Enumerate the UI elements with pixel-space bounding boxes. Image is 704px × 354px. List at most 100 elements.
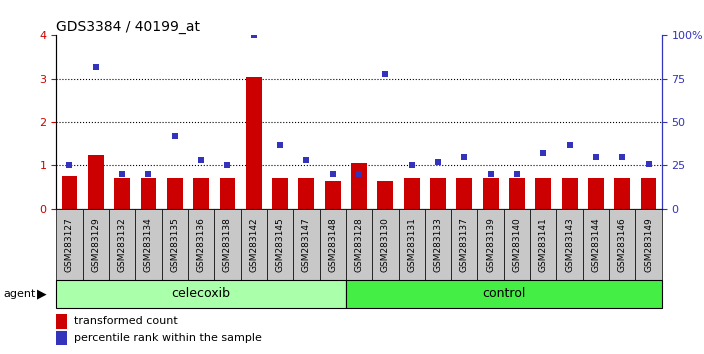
Point bbox=[353, 171, 365, 177]
Bar bbox=[377, 181, 394, 209]
Text: GSM283134: GSM283134 bbox=[144, 217, 153, 272]
Text: GSM283128: GSM283128 bbox=[355, 217, 363, 272]
Bar bbox=[615, 178, 630, 209]
Text: GSM283142: GSM283142 bbox=[249, 217, 258, 272]
Text: transformed count: transformed count bbox=[75, 316, 178, 326]
Bar bbox=[141, 178, 156, 209]
Bar bbox=[483, 178, 498, 209]
Bar bbox=[536, 178, 551, 209]
Bar bbox=[82, 209, 109, 280]
Text: control: control bbox=[482, 287, 525, 300]
Bar bbox=[641, 178, 657, 209]
Text: GSM283131: GSM283131 bbox=[407, 217, 416, 272]
Text: GSM283149: GSM283149 bbox=[644, 217, 653, 272]
Bar bbox=[456, 178, 472, 209]
Bar bbox=[214, 209, 241, 280]
Text: GSM283132: GSM283132 bbox=[118, 217, 127, 272]
Point bbox=[275, 142, 286, 148]
Text: GDS3384 / 40199_at: GDS3384 / 40199_at bbox=[56, 21, 201, 34]
Bar bbox=[351, 163, 367, 209]
Bar bbox=[193, 178, 209, 209]
Bar bbox=[246, 76, 262, 209]
Point bbox=[301, 158, 312, 163]
Text: GSM283136: GSM283136 bbox=[196, 217, 206, 272]
Point bbox=[591, 154, 602, 160]
Point bbox=[222, 162, 233, 168]
Point bbox=[511, 171, 522, 177]
Text: agent: agent bbox=[4, 289, 36, 299]
Text: GSM283130: GSM283130 bbox=[381, 217, 390, 272]
Point bbox=[196, 158, 207, 163]
Bar bbox=[346, 209, 372, 280]
Text: GSM283140: GSM283140 bbox=[513, 217, 522, 272]
Text: GSM283129: GSM283129 bbox=[92, 217, 100, 272]
Point bbox=[64, 162, 75, 168]
Bar bbox=[588, 178, 604, 209]
Point bbox=[143, 171, 154, 177]
Bar bbox=[109, 209, 135, 280]
Text: GSM283143: GSM283143 bbox=[565, 217, 574, 272]
Point bbox=[538, 150, 549, 156]
Text: GSM283127: GSM283127 bbox=[65, 217, 74, 272]
Point bbox=[248, 33, 259, 38]
Bar bbox=[272, 178, 288, 209]
Point bbox=[432, 159, 444, 165]
Text: GSM283135: GSM283135 bbox=[170, 217, 180, 272]
Bar bbox=[188, 209, 214, 280]
Bar bbox=[346, 280, 662, 308]
Bar bbox=[372, 209, 398, 280]
Bar bbox=[530, 209, 556, 280]
Bar bbox=[636, 209, 662, 280]
Point bbox=[643, 161, 654, 167]
Point bbox=[485, 171, 496, 177]
Point bbox=[116, 171, 127, 177]
Bar bbox=[609, 209, 636, 280]
Bar bbox=[135, 209, 162, 280]
Point bbox=[327, 171, 339, 177]
Point bbox=[406, 162, 417, 168]
Bar bbox=[325, 181, 341, 209]
Bar bbox=[404, 178, 420, 209]
Point bbox=[169, 133, 180, 139]
Bar bbox=[504, 209, 530, 280]
Bar bbox=[241, 209, 267, 280]
Bar bbox=[220, 178, 235, 209]
Bar bbox=[162, 209, 188, 280]
Bar bbox=[477, 209, 504, 280]
Text: ▶: ▶ bbox=[37, 287, 46, 300]
Text: GSM283148: GSM283148 bbox=[328, 217, 337, 272]
Bar bbox=[88, 155, 103, 209]
Text: GSM283146: GSM283146 bbox=[618, 217, 627, 272]
Text: GSM283138: GSM283138 bbox=[223, 217, 232, 272]
Point bbox=[379, 71, 391, 76]
Point bbox=[617, 154, 628, 160]
Point bbox=[459, 154, 470, 160]
Text: GSM283145: GSM283145 bbox=[275, 217, 284, 272]
Bar bbox=[425, 209, 451, 280]
Text: GSM283137: GSM283137 bbox=[460, 217, 469, 272]
Text: celecoxib: celecoxib bbox=[172, 287, 231, 300]
Bar bbox=[56, 314, 67, 329]
Bar bbox=[56, 280, 346, 308]
Bar bbox=[451, 209, 477, 280]
Bar bbox=[298, 178, 314, 209]
Text: GSM283133: GSM283133 bbox=[434, 217, 443, 272]
Text: GSM283147: GSM283147 bbox=[302, 217, 311, 272]
Bar bbox=[294, 209, 320, 280]
Text: GSM283141: GSM283141 bbox=[539, 217, 548, 272]
Bar bbox=[114, 178, 130, 209]
Bar bbox=[556, 209, 583, 280]
Text: GSM283144: GSM283144 bbox=[591, 217, 601, 272]
Point bbox=[90, 64, 101, 69]
Point bbox=[564, 142, 575, 148]
Bar bbox=[56, 209, 82, 280]
Bar bbox=[267, 209, 294, 280]
Bar bbox=[430, 178, 446, 209]
Bar bbox=[398, 209, 425, 280]
Bar bbox=[562, 178, 577, 209]
Bar bbox=[61, 176, 77, 209]
Text: GSM283139: GSM283139 bbox=[486, 217, 495, 272]
Bar bbox=[167, 178, 182, 209]
Bar bbox=[56, 331, 67, 345]
Bar bbox=[320, 209, 346, 280]
